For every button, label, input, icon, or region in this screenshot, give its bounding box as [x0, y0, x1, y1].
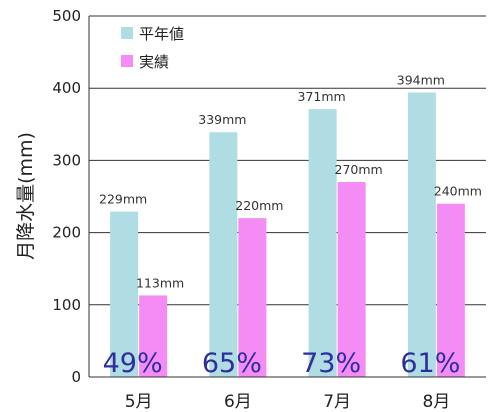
x-axis-categories: 5月 6月 7月 8月	[125, 392, 451, 412]
data-label: 220mm	[235, 198, 283, 213]
y-tick-label: 100	[52, 296, 81, 314]
x-category-label: 5月	[125, 392, 153, 412]
data-label: 113mm	[136, 275, 184, 290]
y-axis-label: 月降水量(mm)	[15, 132, 37, 260]
data-label: 394mm	[397, 73, 445, 88]
bar-normal	[308, 109, 337, 377]
bar-normal	[209, 132, 238, 377]
data-label: 240mm	[434, 184, 482, 199]
percentage-annotations: 49% 65% 73% 61%	[103, 348, 461, 379]
percentage-label: 65%	[202, 348, 262, 379]
legend-swatch-normal	[121, 27, 133, 39]
bar-actual	[139, 295, 168, 377]
percentage-label: 61%	[400, 348, 460, 379]
bar-actual	[337, 182, 366, 377]
legend: 平年値 実績	[121, 25, 184, 71]
legend-label-normal: 平年値	[139, 25, 184, 43]
bars	[110, 92, 465, 378]
y-tick-label: 500	[52, 7, 81, 25]
legend-label-actual: 実績	[139, 53, 169, 71]
legend-swatch-actual	[121, 55, 133, 67]
bar-normal	[110, 211, 139, 377]
y-tick-label: 0	[71, 368, 81, 386]
y-tick-label: 300	[52, 151, 81, 169]
y-tick-label: 200	[52, 224, 81, 242]
bar-normal	[407, 92, 436, 378]
x-category-label: 8月	[422, 392, 450, 412]
data-label: 339mm	[198, 112, 246, 127]
bar-actual	[238, 218, 267, 377]
y-tick-label: 400	[52, 79, 81, 97]
x-category-label: 6月	[224, 392, 252, 412]
data-labels: 229mm 113mm 339mm 220mm 371mm 270mm 394mm 240mm	[99, 73, 482, 291]
bar-actual	[436, 203, 465, 377]
percentage-label: 73%	[301, 348, 361, 379]
data-label: 270mm	[335, 162, 383, 177]
x-category-label: 7月	[323, 392, 351, 412]
data-label: 229mm	[99, 192, 147, 207]
y-axis-ticks: 0 100 200 300 400 500	[52, 7, 81, 386]
data-label: 371mm	[298, 89, 346, 104]
percentage-label: 49%	[103, 348, 163, 379]
